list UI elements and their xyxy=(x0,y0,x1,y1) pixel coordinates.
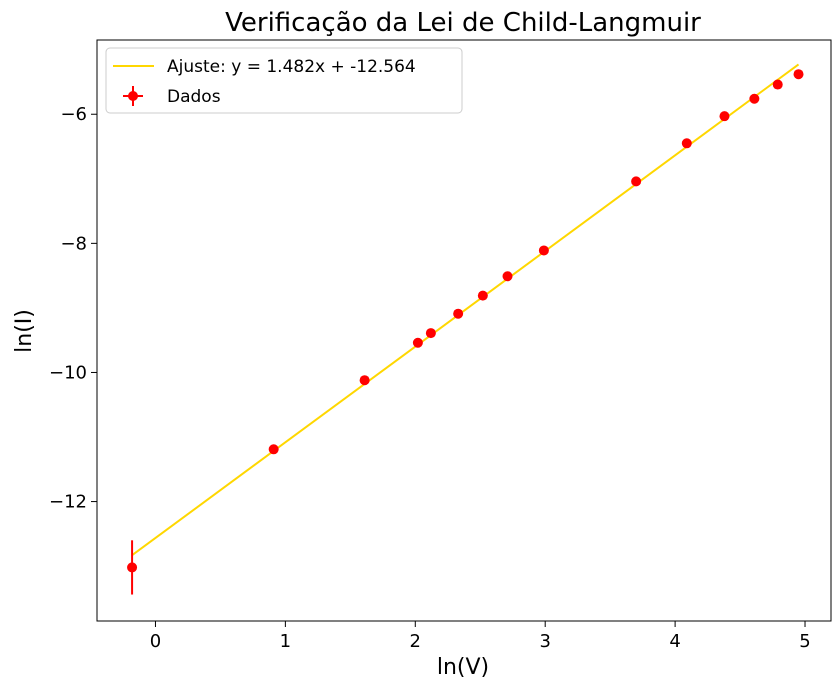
data-point xyxy=(793,69,804,80)
legend-data-swatch xyxy=(123,86,143,106)
data-point xyxy=(359,375,370,386)
chart-title: Verificação da Lei de Child-Langmuir xyxy=(225,8,701,38)
y-tick-label: −6 xyxy=(60,104,87,125)
x-tick-label: 3 xyxy=(539,631,550,652)
x-axis-label: ln(V) xyxy=(437,655,489,680)
data-point xyxy=(749,93,760,104)
y-axis: −12 −10 −8 −6 xyxy=(49,104,97,513)
axes-frame xyxy=(96,39,832,622)
legend-fit-label: Ajuste: y = 1.482x + -12.564 xyxy=(167,57,416,77)
data-point xyxy=(425,328,436,339)
y-tick-label: −12 xyxy=(49,492,87,513)
data-point xyxy=(453,308,464,319)
legend: Ajuste: y = 1.482x + -12.564 Dados xyxy=(105,47,463,114)
legend-point xyxy=(128,91,138,101)
data-point xyxy=(127,562,138,573)
legend-data-label: Dados xyxy=(167,87,221,107)
fit-line xyxy=(131,63,800,557)
data-point xyxy=(502,271,513,282)
plot-area xyxy=(127,63,804,595)
y-tick-label: −10 xyxy=(49,362,87,383)
x-tick-label: 4 xyxy=(669,631,680,652)
data-point xyxy=(681,138,692,149)
data-point xyxy=(268,444,279,455)
x-tick-label: 2 xyxy=(410,631,421,652)
y-axis-label: ln(I) xyxy=(12,309,37,353)
data-point xyxy=(477,290,488,301)
data-point xyxy=(719,111,730,122)
data-point xyxy=(631,176,642,187)
data-point xyxy=(538,245,549,256)
legend-box xyxy=(105,47,463,114)
x-tick-label: 5 xyxy=(799,631,810,652)
x-tick-label: 0 xyxy=(150,631,161,652)
y-tick-label: −8 xyxy=(60,233,87,254)
x-axis: 0 1 2 3 4 5 xyxy=(150,621,811,652)
data-point xyxy=(772,79,783,90)
data-point xyxy=(412,337,423,348)
x-tick-label: 1 xyxy=(280,631,291,652)
